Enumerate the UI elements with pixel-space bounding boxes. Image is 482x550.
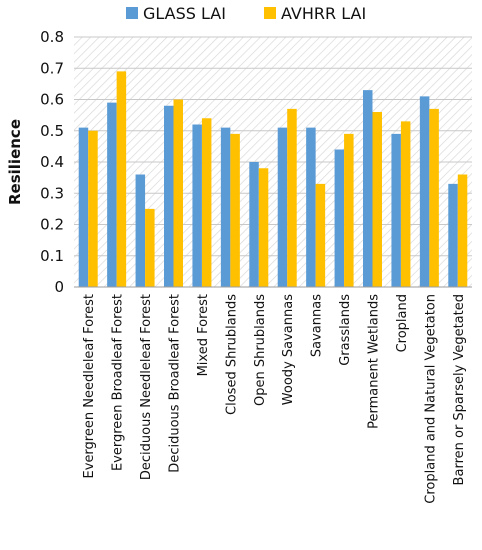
bars xyxy=(74,71,472,288)
bar-glass xyxy=(164,105,174,287)
bar-glass xyxy=(363,90,373,287)
bar-avhrr xyxy=(230,133,240,287)
bar-glass xyxy=(249,162,259,287)
y-axis-label: Resilience xyxy=(6,119,24,205)
bar-avhrr xyxy=(429,108,439,287)
y-tick-label: 0.6 xyxy=(40,91,64,109)
bar-glass xyxy=(277,127,288,287)
y-tick-label: 0.3 xyxy=(40,184,64,202)
bar-avhrr xyxy=(457,174,468,287)
bar-avhrr xyxy=(400,121,411,287)
x-category-label: Deciduous Needleleaf Forest xyxy=(139,294,154,480)
bar-avhrr xyxy=(88,130,98,287)
bar-glass xyxy=(391,133,401,287)
bar-avhrr xyxy=(173,99,183,287)
x-category-label: Evergreen Needleleaf Forest xyxy=(82,294,97,478)
bar-glass xyxy=(192,124,202,287)
legend-label: GLASS LAI xyxy=(143,4,226,23)
y-axis-ticks: 0 0.1 0.2 0.3 0.4 0.5 0.6 0.7 0.8 xyxy=(40,28,64,296)
bar-avhrr xyxy=(315,183,326,287)
bar-avhrr xyxy=(287,108,297,287)
legend-swatch xyxy=(264,7,276,19)
bar-avhrr xyxy=(344,133,354,287)
bar-glass xyxy=(334,149,345,287)
x-category-label: Mixed Forest xyxy=(196,294,211,376)
x-category-label: Barren or Sparsely Vegetated xyxy=(452,294,467,485)
bar-glass xyxy=(306,127,316,287)
bar-avhrr xyxy=(372,112,382,287)
y-tick-label: 0 xyxy=(54,278,64,296)
x-category-label: Savannas xyxy=(310,294,325,357)
legend-label: AVHRR LAI xyxy=(281,4,366,23)
y-tick-label: 0.8 xyxy=(40,28,64,46)
y-tick-label: 0.1 xyxy=(40,247,64,265)
bar-glass xyxy=(107,102,117,287)
bar-glass xyxy=(220,127,231,287)
x-category-label: Evergreen Broadleaf Forest xyxy=(111,294,126,471)
legend: GLASS LAI AVHRR LAI xyxy=(126,4,366,23)
y-tick-label: 0.2 xyxy=(40,216,64,234)
y-tick-label: 0.4 xyxy=(40,153,64,171)
x-category-label: Closed Shrublands xyxy=(224,294,239,415)
bar-glass xyxy=(135,174,146,287)
bar-glass xyxy=(78,127,89,287)
x-axis-categories: Evergreen Needleleaf Forest Evergreen Bro… xyxy=(82,294,467,504)
bar-avhrr xyxy=(258,168,269,287)
x-category-label: Cropland and Natural Vegetaton xyxy=(423,294,438,504)
bar-avhrr xyxy=(201,118,212,287)
y-tick-label: 0.7 xyxy=(40,59,64,77)
x-category-label: Cropland xyxy=(395,294,410,352)
x-category-label: Permanent Wetlands xyxy=(367,294,382,429)
bar-avhrr xyxy=(116,71,127,287)
x-category-label: Deciduous Broadleaf Forest xyxy=(168,294,183,473)
bar-glass xyxy=(419,96,430,287)
x-category-label: Grasslands xyxy=(338,294,353,366)
bar-avhrr xyxy=(145,208,155,287)
y-tick-label: 0.5 xyxy=(40,122,64,140)
x-category-label: Open Shrublands xyxy=(253,294,268,406)
bar-glass xyxy=(448,183,458,287)
legend-swatch xyxy=(126,7,138,19)
x-category-label: Woody Savannas xyxy=(281,294,296,405)
